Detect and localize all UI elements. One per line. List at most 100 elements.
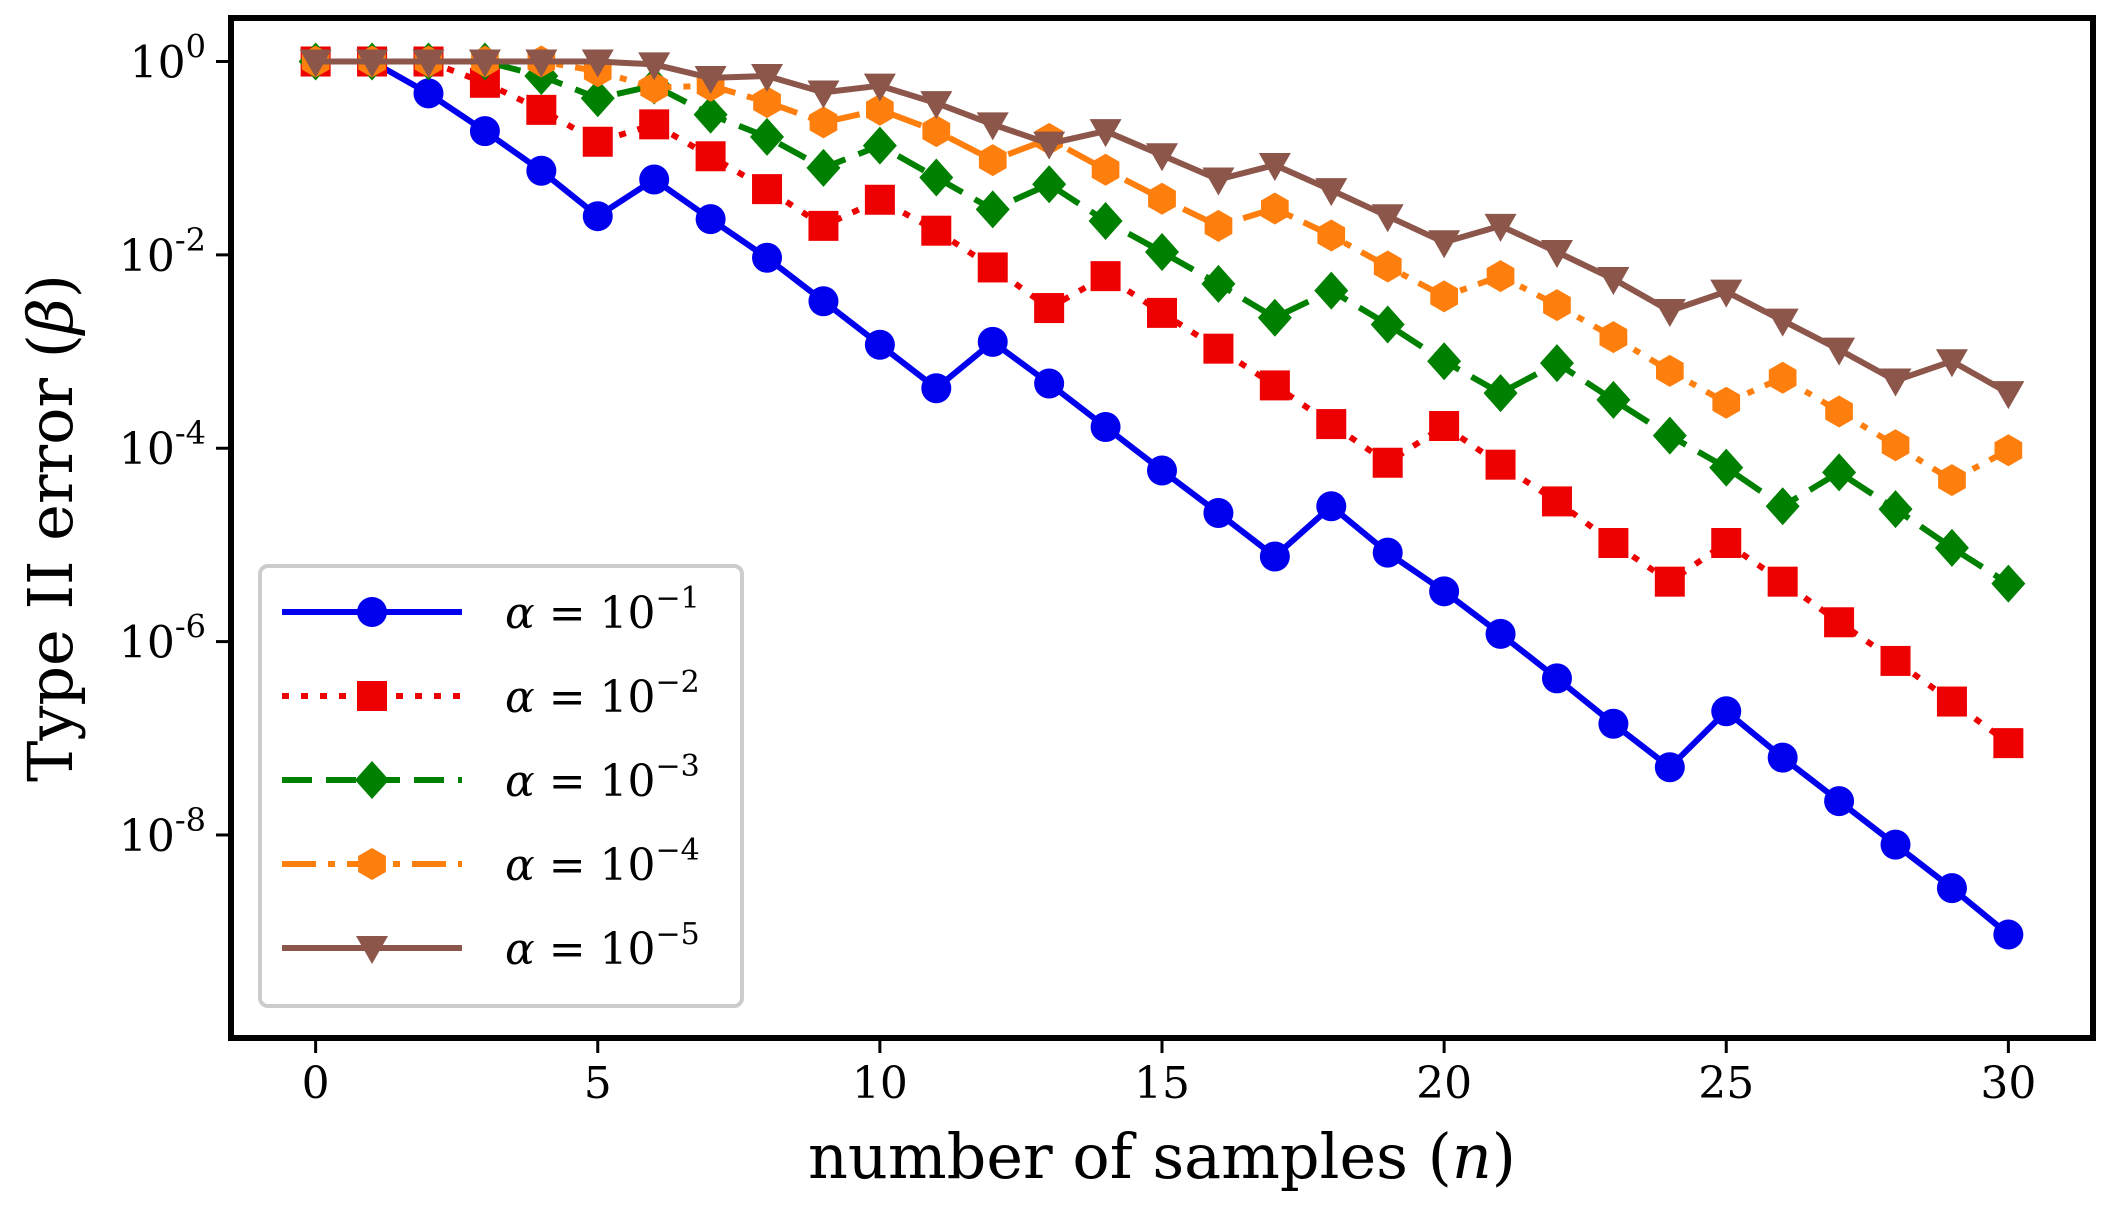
data-point bbox=[1317, 219, 1346, 252]
data-point bbox=[1767, 742, 1798, 773]
data-point bbox=[582, 126, 613, 157]
legend-marker bbox=[358, 848, 386, 880]
x-tick-label: 15 bbox=[1134, 1058, 1190, 1109]
data-point bbox=[1090, 411, 1121, 442]
data-point bbox=[1824, 786, 1855, 817]
legend-marker bbox=[357, 597, 387, 627]
data-point bbox=[1203, 498, 1234, 529]
data-point bbox=[752, 242, 783, 273]
data-point bbox=[356, 49, 389, 78]
data-point bbox=[1994, 434, 2023, 467]
legend-box bbox=[258, 564, 744, 1008]
data-point bbox=[1259, 541, 1290, 572]
data-point bbox=[1314, 271, 1349, 310]
data-point bbox=[1370, 305, 1405, 344]
data-point bbox=[1938, 464, 1966, 497]
data-point bbox=[1371, 204, 1404, 233]
data-point bbox=[580, 79, 615, 118]
data-point bbox=[526, 155, 557, 186]
data-point bbox=[1258, 152, 1291, 181]
legend-entry-5: α = 10−5 bbox=[282, 917, 700, 975]
data-point bbox=[1824, 607, 1855, 638]
data-point bbox=[752, 174, 783, 205]
data-point bbox=[1373, 250, 1402, 283]
legend-marker bbox=[356, 936, 388, 964]
data-point bbox=[921, 373, 952, 404]
data-point bbox=[581, 49, 614, 78]
data-point bbox=[1599, 321, 1628, 354]
data-point bbox=[468, 49, 501, 78]
data-point bbox=[1428, 230, 1461, 259]
data-point bbox=[976, 112, 1009, 141]
data-point bbox=[1089, 119, 1122, 148]
legend-marker bbox=[357, 681, 387, 711]
data-point bbox=[977, 252, 1008, 283]
legend: α = 10−1 α = 10−2 α = 10−3 α = 10−4 α = 10−5 bbox=[258, 564, 744, 1008]
data-point bbox=[1485, 449, 1516, 480]
data-point bbox=[1711, 696, 1742, 727]
legend-entry-1: α = 10−1 bbox=[282, 581, 700, 639]
data-point bbox=[1203, 333, 1234, 364]
legend-entry-2: α = 10−2 bbox=[282, 665, 700, 723]
data-point bbox=[1881, 429, 1910, 462]
data-point bbox=[977, 326, 1008, 357]
x-tick-label: 5 bbox=[584, 1058, 612, 1109]
legend-label: α = 10−3 bbox=[505, 749, 700, 807]
data-point bbox=[1823, 337, 1856, 366]
data-point bbox=[1880, 645, 1911, 676]
data-point bbox=[1765, 487, 1800, 526]
legend-label: α = 10−1 bbox=[505, 581, 700, 639]
data-point bbox=[1202, 167, 1235, 196]
series-layer bbox=[298, 42, 2026, 950]
data-point bbox=[1316, 491, 1347, 522]
data-point bbox=[582, 201, 613, 232]
data-point bbox=[1878, 490, 1913, 529]
data-point bbox=[639, 109, 670, 140]
data-point bbox=[864, 184, 895, 215]
y-tick-label: 10-8 bbox=[119, 801, 206, 862]
data-point bbox=[1825, 395, 1853, 428]
data-point bbox=[469, 116, 500, 147]
data-point bbox=[1936, 873, 1967, 904]
legend-marker bbox=[355, 761, 389, 799]
data-point bbox=[753, 86, 781, 119]
data-point bbox=[1033, 131, 1066, 160]
data-point bbox=[1767, 566, 1798, 597]
x-tick-label: 30 bbox=[1980, 1058, 2036, 1109]
data-point bbox=[1259, 370, 1290, 401]
data-point bbox=[693, 95, 728, 134]
data-point bbox=[1145, 232, 1179, 271]
data-point bbox=[1316, 409, 1347, 440]
data-point bbox=[525, 49, 558, 78]
data-point bbox=[695, 204, 726, 235]
data-point bbox=[1541, 663, 1572, 694]
data-point bbox=[975, 190, 1010, 229]
data-point bbox=[1712, 386, 1741, 419]
data-point bbox=[1201, 264, 1236, 303]
data-point bbox=[808, 210, 839, 241]
data-point bbox=[1147, 455, 1177, 486]
data-point bbox=[1879, 368, 1912, 397]
data-point bbox=[1822, 453, 1857, 492]
data-point bbox=[1768, 361, 1797, 394]
data-point bbox=[1261, 192, 1289, 225]
legend-label: α = 10−4 bbox=[505, 833, 700, 891]
x-axis-title: number of samples (n) bbox=[808, 1120, 1516, 1193]
data-point bbox=[694, 65, 727, 94]
plot-frame bbox=[228, 15, 2096, 1041]
data-point bbox=[413, 78, 444, 109]
data-point bbox=[1372, 447, 1403, 478]
data-point bbox=[1032, 165, 1067, 204]
data-point bbox=[1936, 686, 1967, 717]
y-tick-label: 100 bbox=[130, 28, 206, 89]
data-point bbox=[1709, 448, 1744, 487]
data-point bbox=[1034, 368, 1065, 399]
data-point bbox=[526, 94, 557, 125]
data-point bbox=[751, 64, 784, 93]
data-point bbox=[806, 148, 841, 187]
data-point bbox=[921, 215, 952, 246]
data-point bbox=[1880, 829, 1911, 860]
data-point bbox=[640, 71, 668, 104]
data-point bbox=[1091, 153, 1120, 186]
